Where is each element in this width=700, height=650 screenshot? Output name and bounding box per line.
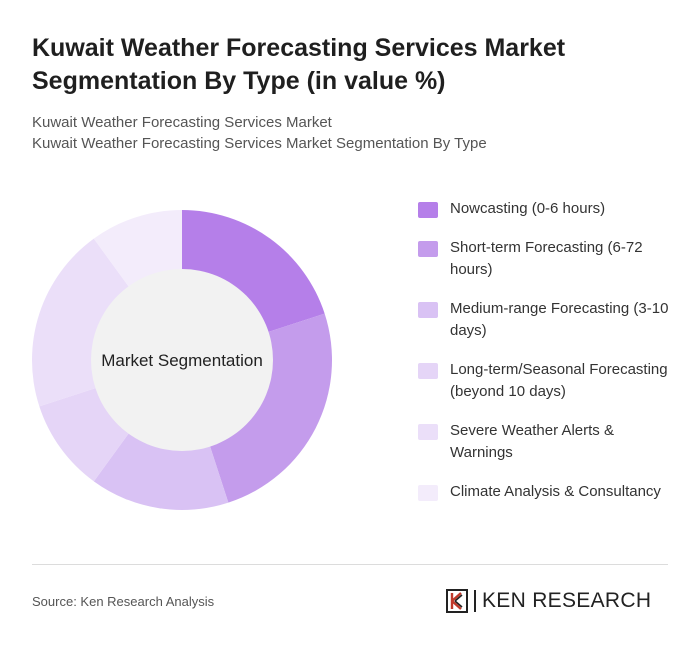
chart-title: Kuwait Weather Forecasting Services Mark… — [32, 34, 566, 95]
legend-item: Climate Analysis & Consultancy — [418, 481, 680, 503]
footer-divider — [32, 564, 668, 565]
legend-label: Climate Analysis & Consultancy — [450, 483, 661, 500]
legend-label: Severe Weather Alerts & Warnings — [450, 422, 614, 461]
legend-item: Medium-range Forecasting (3-10 days) — [418, 298, 680, 342]
logo-separator — [474, 590, 476, 612]
legend-item: Severe Weather Alerts & Warnings — [418, 420, 680, 464]
source-note: Source: Ken Research Analysis — [32, 594, 215, 609]
subtitle-line-2: Kuwait Weather Forecasting Services Mark… — [32, 135, 487, 152]
subtitle-line-1: Kuwait Weather Forecasting Services Mark… — [32, 114, 332, 131]
legend-item: Long-term/Seasonal Forecasting (beyond 1… — [418, 359, 680, 403]
legend-swatch — [418, 485, 438, 501]
legend-swatch — [418, 202, 438, 218]
legend-label: Nowcasting (0-6 hours) — [450, 200, 606, 217]
chart-legend: Nowcasting (0-6 hours) Short-term Forecas… — [418, 198, 680, 520]
center-label: Market Segmentation — [101, 351, 263, 370]
legend-label: Long-term/Seasonal Forecasting (beyond 1… — [450, 361, 668, 400]
legend-swatch — [418, 424, 438, 440]
legend-label: Short-term Forecasting (6-72 hours) — [450, 239, 643, 278]
ken-research-logo[interactable]: KEN RESEARCH — [446, 588, 651, 614]
donut-chart: Market Segmentation — [32, 210, 332, 510]
ken-k-icon — [446, 589, 468, 613]
donut-center — [91, 269, 273, 451]
legend-swatch — [418, 241, 438, 257]
legend-swatch — [418, 363, 438, 379]
legend-item: Nowcasting (0-6 hours) — [418, 198, 680, 220]
logo-text: KEN RESEARCH — [482, 589, 652, 612]
legend-item: Short-term Forecasting (6-72 hours) — [418, 237, 680, 281]
legend-swatch — [418, 302, 438, 318]
chart-subtitle: Kuwait Weather Forecasting Services Mark… — [32, 112, 652, 154]
legend-label: Medium-range Forecasting (3-10 days) — [450, 300, 669, 339]
